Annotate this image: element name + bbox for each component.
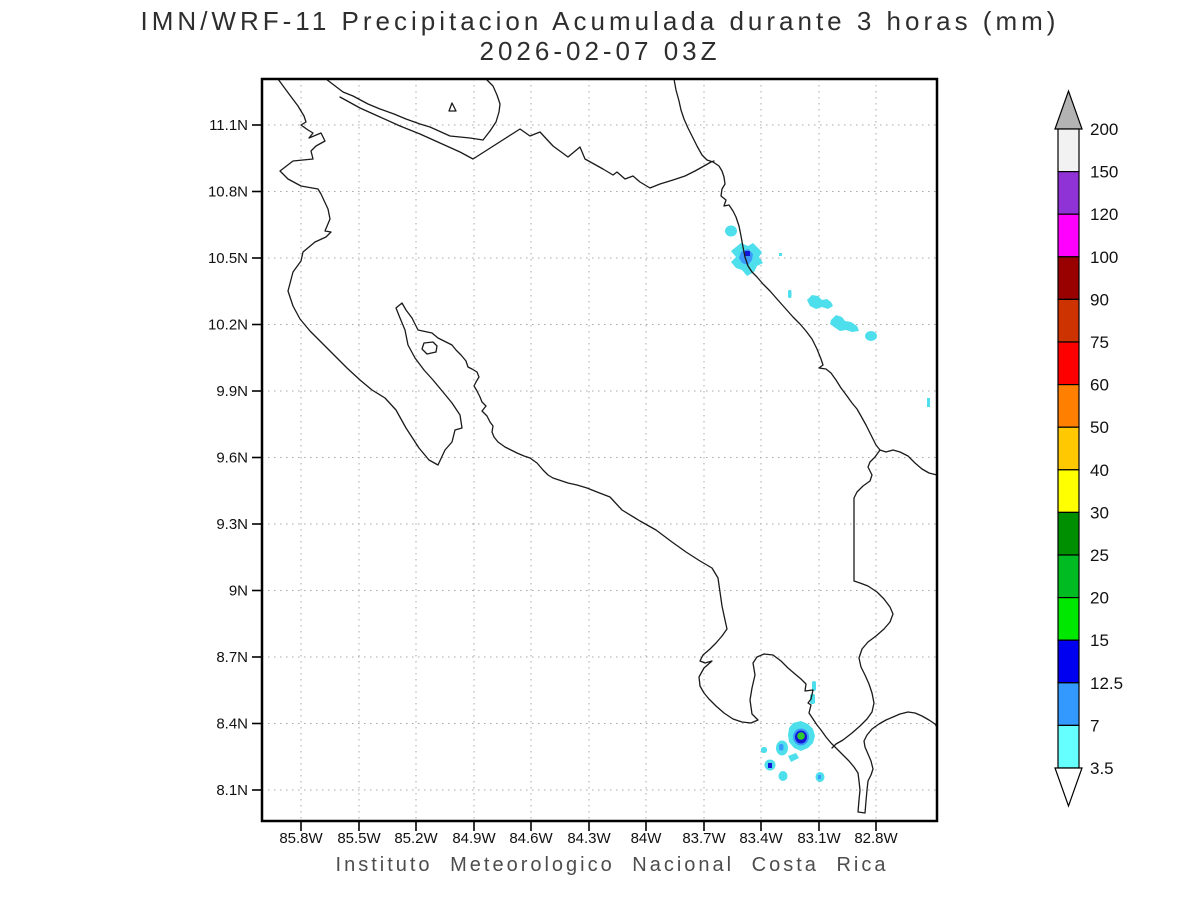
colorbar-band xyxy=(1057,128,1080,173)
lon-tick-label: 83.7W xyxy=(682,830,726,847)
colorbar-level-label: 75 xyxy=(1090,333,1109,352)
lat-axis-labels: 11.1N 10.8N 10.5N 10.2N 9.9N 9.6N 9.3N 9… xyxy=(208,117,248,799)
precip-cell xyxy=(927,398,930,407)
caribbean-coastline xyxy=(673,78,938,476)
precip-cell xyxy=(797,732,805,740)
lat-tick-label: 8.1N xyxy=(216,782,248,799)
precip-cell xyxy=(725,225,737,237)
small-island xyxy=(448,102,457,112)
colorbar-level-label: 40 xyxy=(1090,461,1109,480)
lon-tick-label: 82.8W xyxy=(854,830,898,847)
colorbar-level-label: 120 xyxy=(1090,205,1118,224)
precip-cell xyxy=(865,331,877,341)
precip-cluster-south xyxy=(761,681,825,782)
colorbar-band xyxy=(1057,384,1080,428)
lat-tick-label: 10.8N xyxy=(208,184,248,201)
colorbar-over-arrow xyxy=(1054,89,1083,130)
lon-tick-label: 84W xyxy=(631,830,663,847)
colorbar-band xyxy=(1057,171,1080,215)
precip-cell xyxy=(779,744,784,751)
lon-tick-label: 85.8W xyxy=(279,830,323,847)
isla-chira xyxy=(421,341,438,355)
colorbar: 200 150 120 100 90 75 60 50 40 30 25 20 … xyxy=(1054,89,1123,808)
colorbar-level-label: 3.5 xyxy=(1090,759,1114,778)
colorbar-band xyxy=(1057,639,1080,684)
precip-cell xyxy=(761,747,767,753)
colorbar-band xyxy=(1057,213,1080,258)
precip-cell xyxy=(807,295,833,309)
lon-axis-labels: 85.8W 85.5W 85.2W 84.9W 84.6W 84.3W 84W … xyxy=(279,830,898,847)
precip-cluster-caribbean xyxy=(725,225,930,407)
precip-cell xyxy=(778,771,788,781)
graticule-grid xyxy=(262,79,937,821)
colorbar-band xyxy=(1057,341,1080,386)
lon-tick-label: 83.1W xyxy=(797,830,841,847)
lon-tick-label: 84.3W xyxy=(567,830,611,847)
lat-tick-label: 8.4N xyxy=(216,716,248,733)
colorbar-band xyxy=(1057,682,1080,726)
colorbar-level-label: 100 xyxy=(1090,248,1118,267)
colorbar-level-label: 30 xyxy=(1090,503,1109,522)
colorbar-band xyxy=(1057,554,1080,599)
lat-tick-label: 10.5N xyxy=(208,250,248,267)
border-panama xyxy=(831,449,894,749)
lon-tick-label: 85.5W xyxy=(337,830,381,847)
colorbar-level-label: 7 xyxy=(1090,716,1099,735)
colorbar-band xyxy=(1057,511,1080,556)
axis-ticks xyxy=(252,124,877,831)
chart-valid-time: 2026-02-07 03Z xyxy=(479,36,721,66)
precip-cell xyxy=(818,775,821,779)
colorbar-level-label: 60 xyxy=(1090,376,1109,395)
colorbar-level-label: 50 xyxy=(1090,418,1109,437)
pacific-coastline xyxy=(277,78,938,814)
lat-tick-label: 9.3N xyxy=(216,516,248,533)
colorbar-band xyxy=(1057,256,1080,300)
colorbar-band xyxy=(1057,724,1080,769)
precip-cell xyxy=(779,253,782,256)
institution-caption: Instituto Meteorologico Nacional Costa R… xyxy=(335,854,889,876)
colorbar-level-label: 15 xyxy=(1090,631,1109,650)
precip-cell xyxy=(788,753,799,762)
colorbar-level-label: 90 xyxy=(1090,290,1109,309)
lon-tick-label: 84.6W xyxy=(509,830,553,847)
lon-tick-label: 84.9W xyxy=(452,830,496,847)
precip-cell xyxy=(745,251,750,256)
colorbar-level-label: 20 xyxy=(1090,589,1109,608)
chart-title: IMN/WRF-11 Precipitacion Acumulada duran… xyxy=(140,6,1060,36)
precip-cell xyxy=(788,290,792,298)
colorbar-band xyxy=(1057,426,1080,471)
colorbar-band xyxy=(1057,298,1080,343)
lat-tick-label: 8.7N xyxy=(216,649,248,666)
colorbar-level-label: 25 xyxy=(1090,546,1109,565)
precip-cell xyxy=(812,681,816,691)
colorbar-level-label: 12.5 xyxy=(1090,674,1123,693)
colorbar-labels: 200 150 120 100 90 75 60 50 40 30 25 20 … xyxy=(1090,120,1123,778)
colorbar-level-label: 150 xyxy=(1090,163,1118,182)
lat-tick-label: 9.9N xyxy=(216,383,248,400)
lat-tick-label: 11.1N xyxy=(209,117,248,134)
colorbar-band xyxy=(1057,596,1080,641)
colorbar-level-label: 200 xyxy=(1090,120,1118,139)
lon-tick-label: 83.4W xyxy=(739,830,783,847)
lon-tick-label: 85.2W xyxy=(394,830,438,847)
lat-tick-label: 10.2N xyxy=(208,317,248,334)
colorbar-band xyxy=(1057,469,1080,513)
coastline-costa-rica xyxy=(277,78,938,814)
colorbar-under-arrow xyxy=(1054,767,1083,808)
lat-tick-label: 9.6N xyxy=(216,450,248,467)
map-panel: 11.1N 10.8N 10.5N 10.2N 9.9N 9.6N 9.3N 9… xyxy=(208,77,939,847)
lake-nicaragua-shore xyxy=(325,78,501,141)
map-frame xyxy=(260,77,939,823)
border-nicaragua-san-juan xyxy=(339,96,715,189)
precip-cell xyxy=(768,763,772,768)
precip-cell xyxy=(830,315,859,332)
lat-tick-label: 9N xyxy=(229,583,248,600)
